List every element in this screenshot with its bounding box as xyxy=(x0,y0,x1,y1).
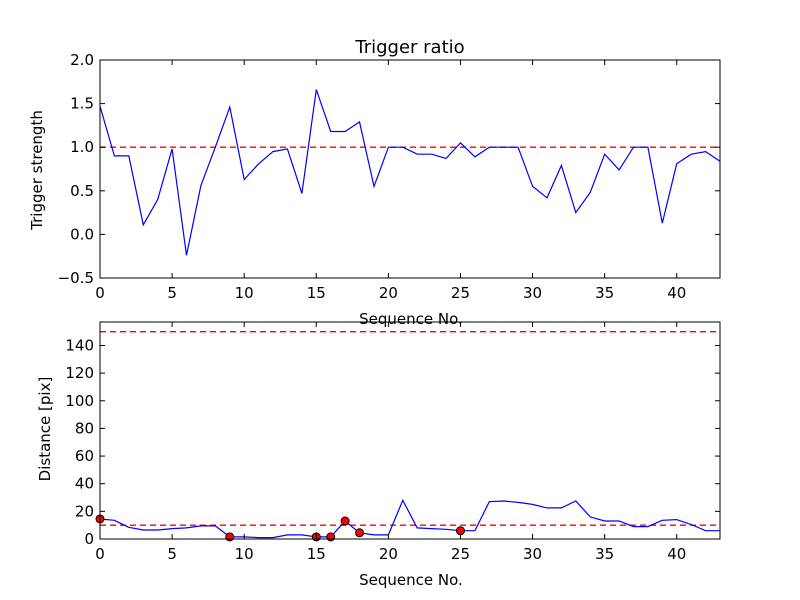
chart-title: Trigger ratio xyxy=(354,37,464,58)
x-tick-label: 0 xyxy=(95,545,105,563)
series-line xyxy=(99,89,721,256)
y-axis-label: Trigger strength xyxy=(28,110,46,231)
x-tick-label: 5 xyxy=(167,545,177,563)
plot-area: 0 5 10 15 20 25 30 35 40 0 20 40 60 80 100 120 140 xyxy=(65,321,721,563)
y-tick-label: 0 xyxy=(84,530,94,548)
x-axis-label: Sequence No. xyxy=(359,571,463,589)
y-tick-label: 120 xyxy=(65,364,94,382)
x-tick-label: 30 xyxy=(523,545,542,563)
y-tick-label: 0.5 xyxy=(70,182,94,200)
y-tick-label: 1.5 xyxy=(70,95,94,113)
series-line xyxy=(99,498,720,539)
x-tick-label: 30 xyxy=(523,284,542,302)
x-tick-label: 10 xyxy=(235,545,254,563)
x-tick-label: 10 xyxy=(235,284,254,302)
trigger-ratio-subplot: Trigger ratio Sequence No. Trigger stren… xyxy=(28,37,721,328)
x-tick-label: 20 xyxy=(379,284,398,302)
y-tick-label: 60 xyxy=(75,447,94,465)
y-axis-label: Distance [pix] xyxy=(36,377,54,482)
distance-subplot: Sequence No. Distance [pix] 0 5 10 15 20 25 30… xyxy=(36,321,721,589)
y-tick-label: −0.5 xyxy=(58,269,94,287)
x-tick-label: 5 xyxy=(167,284,177,302)
data-point-marker xyxy=(326,532,336,542)
y-tick-label: 140 xyxy=(65,336,94,354)
x-tick-label: 15 xyxy=(307,545,326,563)
y-tick-label: 1.0 xyxy=(70,138,94,156)
data-point-marker xyxy=(225,532,235,542)
axes-frame xyxy=(99,321,721,540)
x-tick-label: 20 xyxy=(379,545,398,563)
axes-frame xyxy=(99,59,721,279)
y-tick-label: 2.0 xyxy=(70,51,94,69)
y-tick-label: 0.0 xyxy=(70,225,94,243)
data-point-marker xyxy=(455,526,465,536)
x-tick-label: 40 xyxy=(667,284,686,302)
y-tick-label: 40 xyxy=(75,475,94,493)
x-tick-label: 0 xyxy=(95,284,105,302)
x-tick-label: 35 xyxy=(595,545,614,563)
plot-area: 0 5 10 15 20 25 30 35 40 −0.5 0.0 0.5 1.0 1.5 2.0 xyxy=(58,51,721,302)
x-tick-label: 35 xyxy=(595,284,614,302)
data-point-marker xyxy=(355,528,365,538)
x-tick-label: 40 xyxy=(667,545,686,563)
x-tick-label: 25 xyxy=(451,545,470,563)
x-tick-label: 15 xyxy=(307,284,326,302)
data-point-marker xyxy=(340,516,350,526)
y-tick-label: 80 xyxy=(75,419,94,437)
x-tick-label: 25 xyxy=(451,284,470,302)
x-axis-label: Sequence No. xyxy=(359,310,463,328)
y-tick-label: 20 xyxy=(75,502,94,520)
y-tick-label: 100 xyxy=(65,392,94,410)
